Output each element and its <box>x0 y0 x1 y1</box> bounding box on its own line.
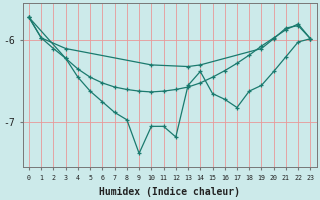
X-axis label: Humidex (Indice chaleur): Humidex (Indice chaleur) <box>99 186 240 197</box>
